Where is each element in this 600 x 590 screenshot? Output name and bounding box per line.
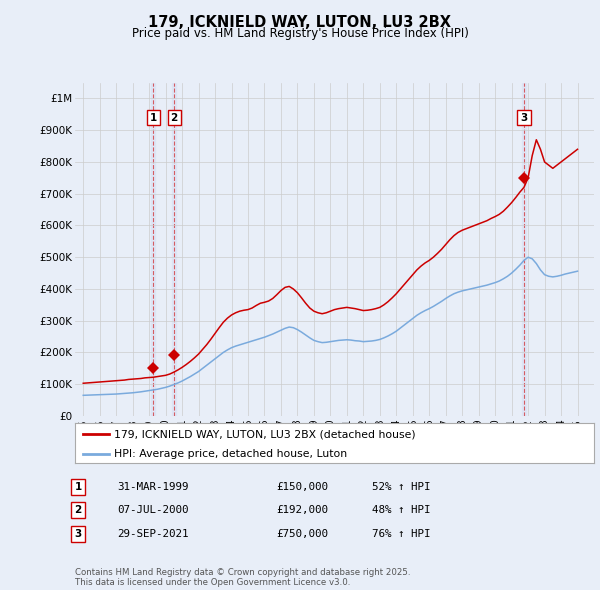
Text: 1: 1 (74, 482, 82, 491)
Text: £192,000: £192,000 (276, 506, 328, 515)
Text: 3: 3 (74, 529, 82, 539)
Text: Price paid vs. HM Land Registry's House Price Index (HPI): Price paid vs. HM Land Registry's House … (131, 27, 469, 40)
Text: 3: 3 (520, 113, 527, 123)
Text: 179, ICKNIELD WAY, LUTON, LU3 2BX: 179, ICKNIELD WAY, LUTON, LU3 2BX (149, 15, 452, 30)
Text: 31-MAR-1999: 31-MAR-1999 (117, 482, 188, 491)
Text: Contains HM Land Registry data © Crown copyright and database right 2025.
This d: Contains HM Land Registry data © Crown c… (75, 568, 410, 587)
Text: 1: 1 (149, 113, 157, 123)
Bar (522, 83, 526, 416)
Text: 29-SEP-2021: 29-SEP-2021 (117, 529, 188, 539)
Bar (172, 83, 176, 416)
Text: 52% ↑ HPI: 52% ↑ HPI (372, 482, 431, 491)
Text: £750,000: £750,000 (276, 529, 328, 539)
Text: 2: 2 (170, 113, 178, 123)
Text: 2: 2 (74, 506, 82, 515)
Bar (151, 83, 155, 416)
Text: 179, ICKNIELD WAY, LUTON, LU3 2BX (detached house): 179, ICKNIELD WAY, LUTON, LU3 2BX (detac… (114, 430, 416, 440)
Text: 76% ↑ HPI: 76% ↑ HPI (372, 529, 431, 539)
Text: 48% ↑ HPI: 48% ↑ HPI (372, 506, 431, 515)
Text: £150,000: £150,000 (276, 482, 328, 491)
Text: HPI: Average price, detached house, Luton: HPI: Average price, detached house, Luto… (114, 448, 347, 458)
Text: 07-JUL-2000: 07-JUL-2000 (117, 506, 188, 515)
